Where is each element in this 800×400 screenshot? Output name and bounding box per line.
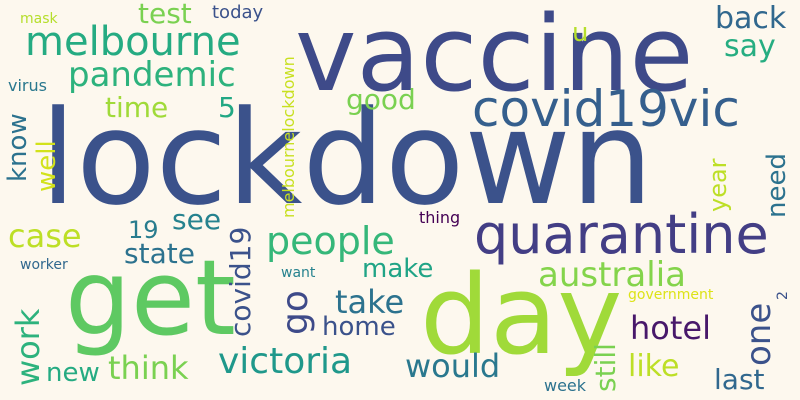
word-u: u bbox=[572, 18, 589, 48]
word-think: think bbox=[108, 349, 189, 387]
word-thing: thing bbox=[419, 208, 461, 227]
word-day: day bbox=[420, 251, 623, 379]
word-new: new bbox=[46, 358, 100, 388]
word-last: last bbox=[714, 363, 765, 396]
word-covid19: covid19 bbox=[224, 226, 257, 337]
word-want: want bbox=[281, 265, 316, 281]
word-get: get bbox=[65, 237, 236, 359]
word-people: people bbox=[266, 219, 395, 263]
word-5: 5 bbox=[218, 91, 236, 124]
word-australia: australia bbox=[538, 255, 686, 295]
word-worker: worker bbox=[20, 257, 68, 273]
word-time: time bbox=[105, 91, 169, 124]
word-vaccine: vaccine bbox=[295, 0, 694, 115]
word-state: state bbox=[124, 237, 195, 270]
word-government: government bbox=[628, 287, 714, 303]
word-back: back bbox=[715, 1, 787, 36]
word-work: work bbox=[9, 308, 47, 386]
word-year: year bbox=[704, 158, 732, 212]
word-hotel: hotel bbox=[630, 309, 711, 347]
word-case: case bbox=[8, 217, 82, 255]
word-pandemic: pandemic bbox=[68, 55, 236, 95]
word-quarantine: quarantine bbox=[474, 203, 769, 266]
word-well: well bbox=[32, 140, 62, 192]
word-home: home bbox=[322, 312, 396, 342]
word-say: say bbox=[724, 29, 776, 64]
word-mask: mask bbox=[20, 11, 58, 27]
word-victoria: victoria bbox=[218, 341, 353, 382]
word-today: today bbox=[212, 2, 264, 23]
word-2: 2 bbox=[775, 291, 791, 300]
word-lockdown: lockdown bbox=[40, 82, 654, 234]
word-like: like bbox=[628, 349, 680, 384]
word-virus: virus bbox=[8, 76, 47, 95]
word-test: test bbox=[138, 0, 192, 30]
word-need: need bbox=[762, 153, 792, 218]
word-still: still bbox=[589, 343, 622, 392]
word-good: good bbox=[346, 83, 416, 116]
word-19: 19 bbox=[128, 216, 159, 244]
word-know: know bbox=[3, 113, 33, 182]
word-go: go bbox=[275, 290, 316, 335]
word-covid19vic: covid19vic bbox=[472, 80, 740, 138]
word-one: one bbox=[739, 302, 779, 366]
word-make: make bbox=[362, 254, 434, 284]
word-take: take bbox=[335, 283, 405, 321]
word-would: would bbox=[405, 347, 501, 385]
word-melbourne: melbourne bbox=[25, 19, 241, 65]
word-week: week bbox=[544, 376, 587, 395]
word-see: see bbox=[172, 203, 222, 236]
word-melbournelockdown: melbournelockdown bbox=[279, 56, 298, 218]
